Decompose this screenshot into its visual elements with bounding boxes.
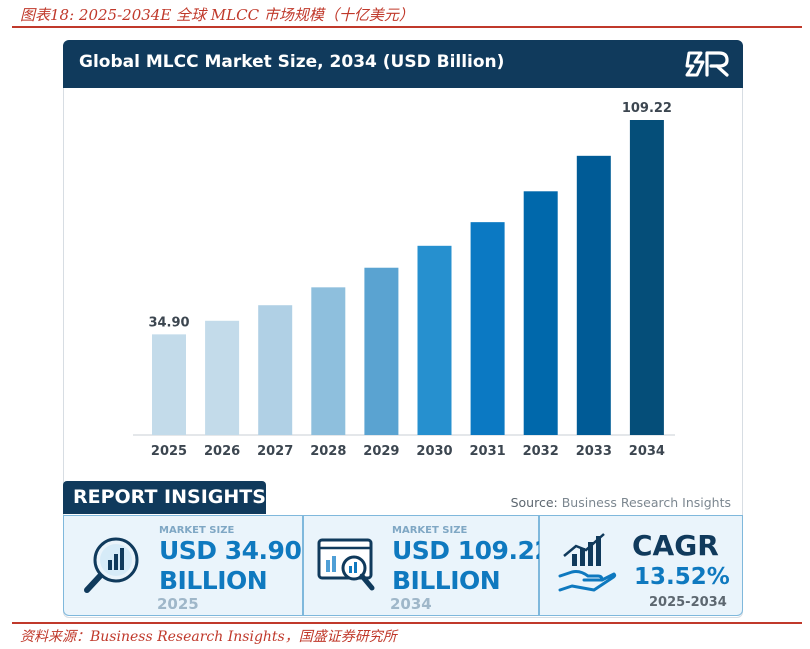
card-header: Global MLCC Market Size, 2034 (USD Billi… xyxy=(63,40,743,88)
market-size-label: MARKET SIZE xyxy=(159,525,235,536)
source-label: Source: xyxy=(510,495,558,510)
market-size-label: MARKET SIZE xyxy=(392,525,468,536)
market-size-year: 2034 xyxy=(390,595,432,613)
x-tick-label: 2028 xyxy=(310,444,346,459)
bar-2033 xyxy=(576,155,611,435)
cagr-period: 2025-2034 xyxy=(649,595,727,610)
x-tick-label: 2025 xyxy=(151,444,187,459)
insight-box-cagr: CAGR 13.52% 2025-2034 xyxy=(539,515,743,616)
bar-2031 xyxy=(470,222,505,435)
chart-source-note: Source: Business Research Insights xyxy=(511,495,731,510)
market-size-value: USD 109.22 xyxy=(392,536,552,565)
x-tick-label: 2034 xyxy=(629,444,665,459)
hand-growth-chart-icon xyxy=(558,532,618,600)
source-rule xyxy=(12,622,802,624)
bar-2034 xyxy=(629,120,664,435)
market-size-unit: BILLION xyxy=(392,566,501,595)
cagr-title: CAGR xyxy=(632,529,719,562)
insight-box-2034: MARKET SIZE USD 109.22 BILLION 2034 xyxy=(303,515,552,616)
cagr-value: 13.52% xyxy=(634,564,730,590)
bar-2026 xyxy=(205,320,240,435)
report-insights-tab: REPORT INSIGHTS xyxy=(63,481,266,514)
market-size-value: USD 34.90 xyxy=(159,536,302,565)
bar-2030 xyxy=(417,245,452,435)
figure-source: 资料来源：Business Research Insights，国盛证券研究所 xyxy=(20,629,397,645)
market-size-year: 2025 xyxy=(157,595,199,613)
bar-2027 xyxy=(258,305,293,435)
bar-2028 xyxy=(311,287,346,435)
x-tick-label: 2033 xyxy=(576,444,612,459)
x-tick-label: 2027 xyxy=(257,444,293,459)
report-insights-label: REPORT INSIGHTS xyxy=(73,486,266,508)
bar-2029 xyxy=(364,267,399,435)
bar-2032 xyxy=(523,191,558,435)
magnifier-chart-icon xyxy=(82,530,146,600)
caption-rule xyxy=(12,26,802,28)
market-size-unit: BILLION xyxy=(159,566,268,595)
x-tick-label: 2026 xyxy=(204,444,240,459)
monitor-chart-icon xyxy=(316,536,380,600)
data-label: 34.90 xyxy=(148,315,189,330)
source-text: Business Research Insights xyxy=(557,495,731,510)
bri-logo-icon xyxy=(685,48,731,84)
x-tick-label: 2031 xyxy=(470,444,506,459)
x-tick-label: 2030 xyxy=(416,444,452,459)
bar-chart: 2025 2026 2027 2028 2029 2030 2031 2032 2033 2034… xyxy=(133,101,675,459)
figure-caption: 图表18: 2025-2034E 全球 MLCC 市场规模（十亿美元） xyxy=(20,6,414,24)
card-title: Global MLCC Market Size, 2034 (USD Billi… xyxy=(79,52,505,72)
x-tick-label: 2032 xyxy=(523,444,559,459)
data-label: 109.22 xyxy=(622,101,672,116)
x-tick-label: 2029 xyxy=(363,444,399,459)
insight-box-2025: MARKET SIZE USD 34.90 BILLION 2025 xyxy=(63,515,303,616)
bar-2025 xyxy=(152,334,186,435)
